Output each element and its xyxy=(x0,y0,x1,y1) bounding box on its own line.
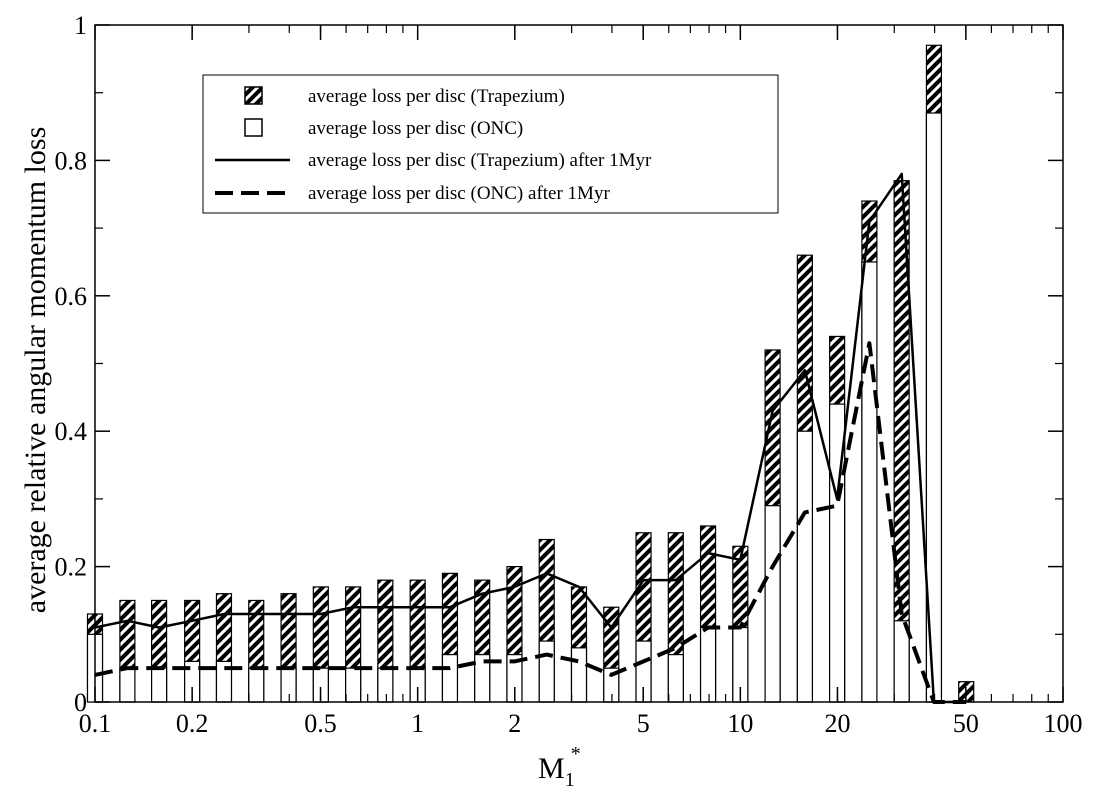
bar-onc-8 xyxy=(345,667,362,703)
bar-onc-24 xyxy=(861,261,878,703)
legend-label-onc-1myr: average loss per disc (ONC) after 1Myr xyxy=(308,183,610,204)
x-tick-label-6: 10 xyxy=(727,709,753,738)
legend-swatch-onc xyxy=(244,118,263,137)
x-tick-label-5: 5 xyxy=(637,709,650,738)
x-tick-label-8: 50 xyxy=(953,709,979,738)
y-tick-label-0: 0 xyxy=(74,688,87,717)
lines-layer xyxy=(94,172,967,704)
y-tick-label-5: 1 xyxy=(74,11,87,40)
bar-onc-22 xyxy=(796,430,813,703)
bar-onc-15 xyxy=(570,647,588,703)
line-trapezium-1myr xyxy=(94,172,967,704)
x-tick-label-2: 0.5 xyxy=(304,709,337,738)
ticks-layer xyxy=(94,24,1064,703)
bar-onc-5 xyxy=(248,667,265,703)
bar-onc-1 xyxy=(119,667,136,703)
x-axis-label-main: M xyxy=(538,752,565,785)
y-axis-label: average relative angular momentum loss xyxy=(19,127,52,614)
x-tick-label-0: 0.1 xyxy=(79,709,112,738)
bar-onc-19 xyxy=(699,626,717,703)
bar-onc-14 xyxy=(538,640,555,703)
legend-label-onc: average loss per disc (ONC) xyxy=(308,118,523,139)
tick-labels-layer: 0.1 0.2 0.5 1 2 5 10 20 50 100 0 0.2 0.4 0.6 0.8 1 xyxy=(55,11,1083,738)
x-tick-label-9: 100 xyxy=(1044,709,1083,738)
y-tick-label-4: 0.8 xyxy=(55,146,88,175)
legend-label-trapezium: average loss per disc (Trapezium) xyxy=(308,86,565,107)
bar-onc-21 xyxy=(764,505,781,703)
bar-onc-18 xyxy=(667,654,684,703)
y-tick-label-2: 0.4 xyxy=(55,417,88,446)
x-tick-label-3: 1 xyxy=(411,709,424,738)
y-tick-label-3: 0.6 xyxy=(55,282,88,311)
x-axis-label: M1 * xyxy=(538,743,581,791)
x-axis-label-sub: 1 xyxy=(565,769,575,791)
legend-swatch-trapezium xyxy=(244,86,263,105)
bar-onc-11 xyxy=(441,654,459,703)
bar-onc-6 xyxy=(280,667,297,703)
x-tick-label-4: 2 xyxy=(508,709,521,738)
y-tick-label-1: 0.2 xyxy=(55,553,88,582)
line-onc-1myr xyxy=(94,341,967,704)
legend: average loss per disc (Trapezium) averag… xyxy=(202,74,779,214)
bar-onc-9 xyxy=(377,667,394,703)
bar-onc-2 xyxy=(151,667,168,703)
legend-box xyxy=(202,74,779,214)
x-axis-label-sup: * xyxy=(571,743,581,765)
legend-label-trapezium-1myr: average loss per disc (Trapezium) after … xyxy=(308,150,652,171)
x-tick-label-7: 20 xyxy=(824,709,850,738)
x-tick-label-1: 0.2 xyxy=(176,709,209,738)
